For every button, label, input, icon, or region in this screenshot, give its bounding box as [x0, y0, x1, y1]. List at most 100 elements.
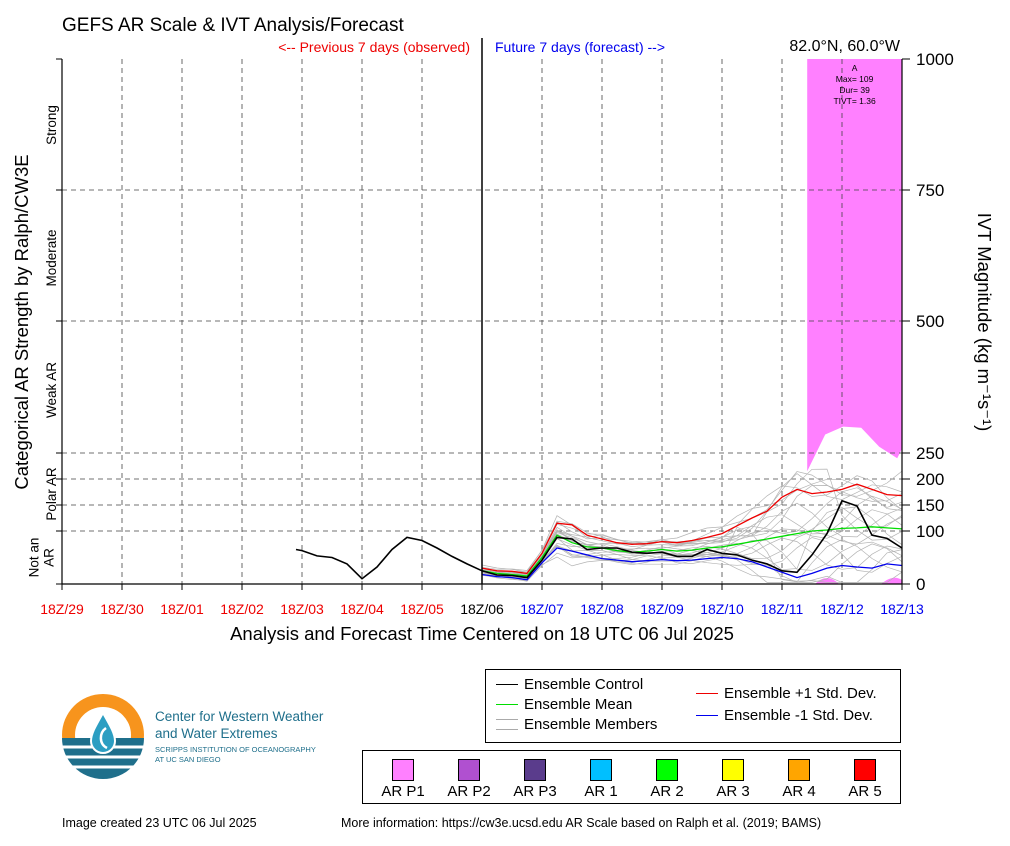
ensemble-member-line [481, 537, 903, 579]
future-period-label: Future 7 days (forecast) --> [495, 39, 665, 55]
right-axis-label: IVT Magnitude (kg m⁻¹s⁻¹) [974, 213, 995, 432]
y-tick-label: 0 [916, 575, 925, 594]
ar-legend-item: AR 2 [637, 759, 697, 800]
ar-legend-item: AR 5 [835, 759, 895, 800]
left-axis-label: Categorical AR Strength by Ralph/CW3E [11, 154, 32, 489]
ar-event-max: Max= 109 [836, 74, 874, 84]
ar-p1-event-band [807, 59, 902, 472]
ar-legend-label: AR P2 [447, 783, 491, 800]
series-minus-std-line [481, 547, 903, 581]
x-tick-label: 18Z/12 [820, 601, 864, 617]
x-tick-label: 18Z/02 [220, 601, 264, 617]
ar-legend-label: AR 4 [782, 783, 816, 800]
ar-legend-swatch [854, 759, 876, 781]
ar-legend-label: AR 3 [716, 783, 750, 800]
y-tick-label: 200 [916, 470, 944, 489]
legend-plus-std: Ensemble +1 Std. Dev. [696, 685, 877, 702]
category-label: Polar AR [44, 467, 59, 521]
previous-period-label: <-- Previous 7 days (observed) [278, 39, 470, 55]
ar-legend-label: AR P3 [513, 783, 557, 800]
y-tick-label: 150 [916, 496, 944, 515]
legend-control-swatch [496, 684, 518, 685]
y-tick-label: 750 [916, 181, 944, 200]
ar-event-duration: Dur= 39 [839, 85, 870, 95]
x-tick-label: 18Z/04 [340, 601, 384, 617]
footer-created: Image created 23 UTC 06 Jul 2025 [62, 816, 257, 830]
legend-members-swatch [496, 719, 518, 730]
ar-legend-label: AR 5 [848, 783, 882, 800]
x-tick-label: 18Z/06 [460, 601, 504, 617]
legend-minus-std-swatch [696, 715, 718, 716]
x-tick-label: 18Z/05 [400, 601, 444, 617]
ar-legend-swatch [458, 759, 480, 781]
logo-sub-line1: SCRIPPS INSTITUTION OF OCEANOGRAPHY [155, 745, 316, 754]
ar-legend-label: AR 2 [650, 783, 684, 800]
ar-legend-item: AR 1 [571, 759, 631, 800]
ensemble-member-line [481, 475, 903, 573]
category-label: Not anAR [26, 538, 56, 578]
ar-legend-label: AR P1 [381, 783, 425, 800]
footer-info: More information: https://cw3e.ucsd.edu … [341, 816, 822, 830]
ar-legend-item: AR P1 [373, 759, 433, 800]
ar-legend-swatch [788, 759, 810, 781]
ar-legend-item: AR P2 [439, 759, 499, 800]
x-tick-label: 18Z/30 [100, 601, 144, 617]
series-mean-line [481, 526, 903, 577]
ensemble-member-line [481, 502, 903, 576]
legend-members-label: Ensemble Members [524, 716, 658, 733]
ar-event-tivt: TIVT= 1.36 [833, 96, 876, 106]
ensemble-member-line [481, 516, 903, 579]
x-tick-label: 18Z/10 [700, 601, 744, 617]
legend-plus-std-swatch [696, 693, 718, 694]
ar-legend-label: AR 1 [584, 783, 618, 800]
ar-event-label: A [852, 63, 858, 73]
x-tick-label: 18Z/08 [580, 601, 624, 617]
category-label: Weak AR [44, 362, 59, 418]
y-tick-label: 250 [916, 444, 944, 463]
x-axis-label: Analysis and Forecast Time Centered on 1… [230, 623, 734, 644]
category-label: Strong [44, 105, 59, 145]
chart-title: GEFS AR Scale & IVT Analysis/Forecast [62, 15, 404, 36]
legend-mean-swatch [496, 704, 518, 705]
legend-minus-std-label: Ensemble -1 Std. Dev. [724, 707, 873, 724]
legend-members: Ensemble Members [496, 716, 657, 733]
y-tick-label: 500 [916, 312, 944, 331]
ar-legend-swatch [722, 759, 744, 781]
logo-sub-line2: AT UC SAN DIEGO [155, 755, 221, 764]
line-legend: Ensemble Control Ensemble Mean Ensemble … [485, 669, 901, 743]
series-control-line [295, 499, 903, 580]
ar-legend-swatch [524, 759, 546, 781]
series-plus-std-line [481, 483, 903, 575]
ensemble-member-line [481, 507, 903, 577]
x-tick-label: 18Z/09 [640, 601, 684, 617]
y-tick-label: 100 [916, 522, 944, 541]
legend-plus-std-label: Ensemble +1 Std. Dev. [724, 685, 877, 702]
ar-legend-swatch [656, 759, 678, 781]
y-tick-label: 1000 [916, 50, 954, 69]
legend-control: Ensemble Control [496, 676, 643, 693]
cw3e-logo [62, 694, 144, 779]
x-tick-label: 18Z/03 [280, 601, 324, 617]
x-tick-label: 18Z/01 [160, 601, 204, 617]
legend-mean: Ensemble Mean [496, 696, 632, 713]
location-label: 82.0°N, 60.0°W [789, 38, 901, 55]
ar-legend-swatch [392, 759, 414, 781]
ar-legend-swatch [590, 759, 612, 781]
x-tick-label: 18Z/29 [40, 601, 84, 617]
ar-legend-item: AR P3 [505, 759, 565, 800]
legend-minus-std: Ensemble -1 Std. Dev. [696, 707, 873, 724]
ar-legend-item: AR 4 [769, 759, 829, 800]
logo-name-line1: Center for Western Weather [155, 709, 324, 724]
ensemble-member-line [481, 485, 903, 575]
x-tick-label: 18Z/11 [761, 601, 804, 617]
ar-category-legend: AR P1 AR P2 AR P3 AR 1 AR 2 AR 3 AR 4 AR 5 [362, 750, 901, 804]
ar-legend-item: AR 3 [703, 759, 763, 800]
ar-p1-blob [881, 577, 902, 584]
logo-name-line2: and Water Extremes [155, 726, 278, 741]
legend-control-label: Ensemble Control [524, 676, 644, 693]
x-tick-label: 18Z/13 [880, 601, 924, 617]
x-tick-label: 18Z/07 [520, 601, 564, 617]
legend-mean-label: Ensemble Mean [524, 696, 633, 713]
category-label: Moderate [44, 229, 59, 286]
